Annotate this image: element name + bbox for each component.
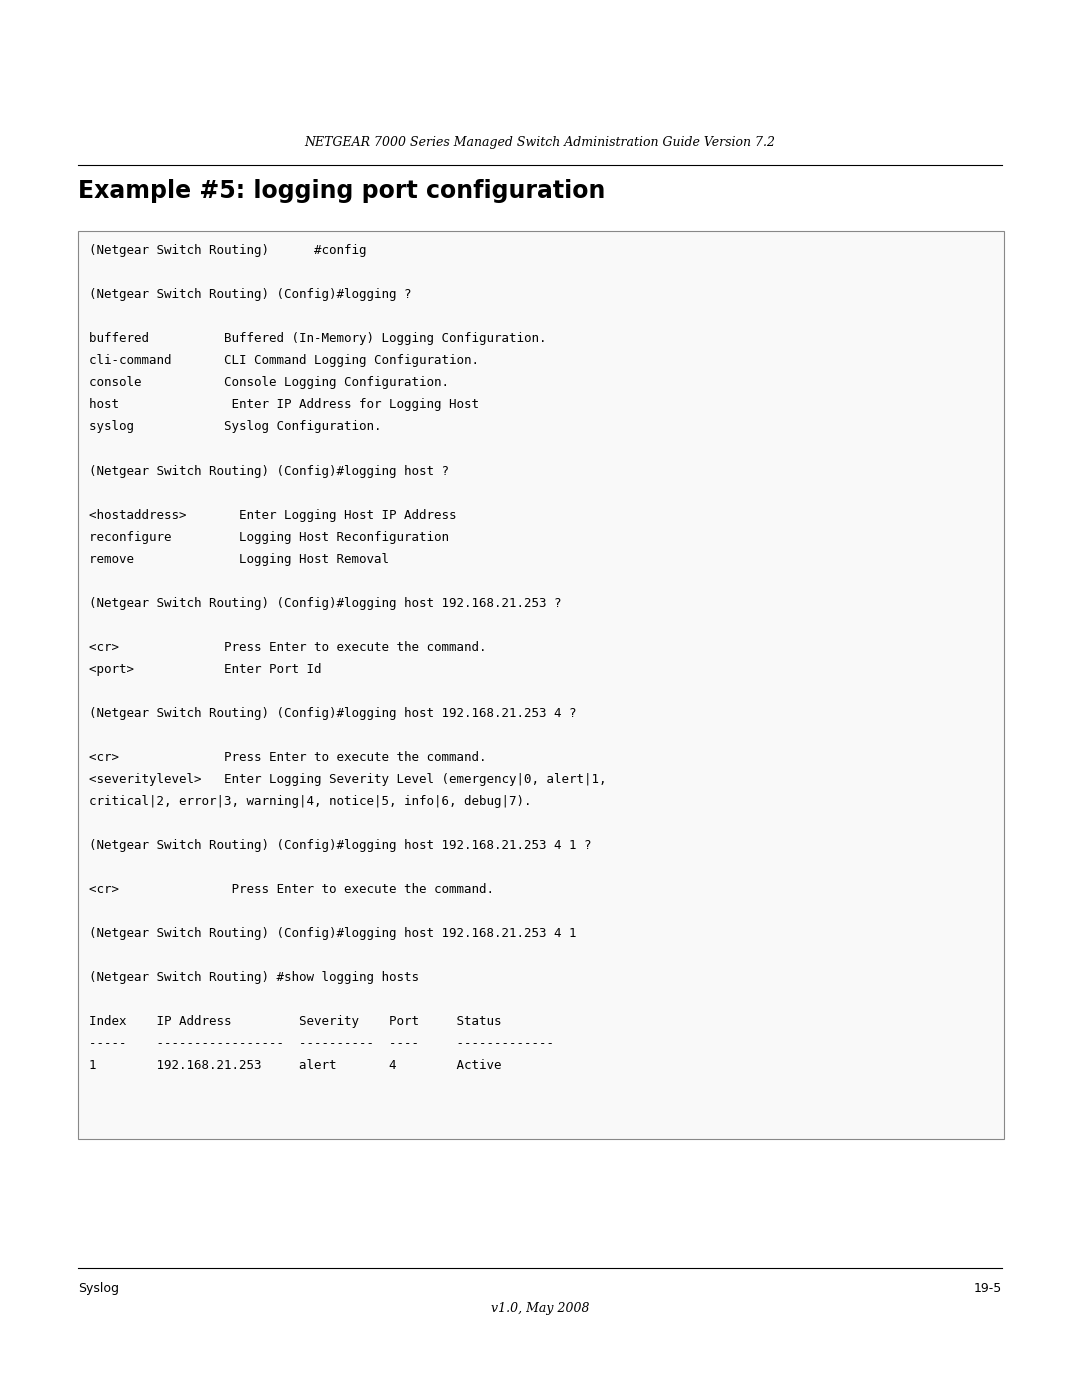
Text: remove              Logging Host Removal: remove Logging Host Removal bbox=[89, 553, 389, 566]
Text: buffered          Buffered (In-Memory) Logging Configuration.: buffered Buffered (In-Memory) Logging Co… bbox=[89, 332, 546, 345]
Bar bbox=[78, 231, 1004, 1139]
Text: critical|2, error|3, warning|4, notice|5, info|6, debug|7).: critical|2, error|3, warning|4, notice|5… bbox=[89, 795, 531, 807]
Text: reconfigure         Logging Host Reconfiguration: reconfigure Logging Host Reconfiguration bbox=[89, 531, 448, 543]
Text: (Netgear Switch Routing) (Config)#logging host 192.168.21.253 4 ?: (Netgear Switch Routing) (Config)#loggin… bbox=[89, 707, 576, 719]
Text: (Netgear Switch Routing) (Config)#logging host ?: (Netgear Switch Routing) (Config)#loggin… bbox=[89, 464, 448, 478]
Text: (Netgear Switch Routing) #show logging hosts: (Netgear Switch Routing) #show logging h… bbox=[89, 971, 419, 983]
Text: Index    IP Address         Severity    Port     Status: Index IP Address Severity Port Status bbox=[89, 1014, 501, 1028]
Text: (Netgear Switch Routing) (Config)#logging host 192.168.21.253 4 1: (Netgear Switch Routing) (Config)#loggin… bbox=[89, 926, 576, 940]
Text: 19-5: 19-5 bbox=[974, 1282, 1002, 1295]
Text: <cr>              Press Enter to execute the command.: <cr> Press Enter to execute the command. bbox=[89, 640, 486, 654]
Text: <cr>              Press Enter to execute the command.: <cr> Press Enter to execute the command. bbox=[89, 750, 486, 764]
Text: <severitylevel>   Enter Logging Severity Level (emergency|0, alert|1,: <severitylevel> Enter Logging Severity L… bbox=[89, 773, 606, 785]
Text: (Netgear Switch Routing) (Config)#logging ?: (Netgear Switch Routing) (Config)#loggin… bbox=[89, 289, 411, 302]
Text: host               Enter IP Address for Logging Host: host Enter IP Address for Logging Host bbox=[89, 398, 478, 412]
Text: (Netgear Switch Routing) (Config)#logging host 192.168.21.253 ?: (Netgear Switch Routing) (Config)#loggin… bbox=[89, 597, 562, 609]
Text: v1.0, May 2008: v1.0, May 2008 bbox=[490, 1302, 590, 1315]
Text: (Netgear Switch Routing)      #config: (Netgear Switch Routing) #config bbox=[89, 244, 366, 257]
Text: Syslog: Syslog bbox=[78, 1282, 119, 1295]
Text: Example #5: logging port configuration: Example #5: logging port configuration bbox=[78, 179, 605, 203]
Text: <hostaddress>       Enter Logging Host IP Address: <hostaddress> Enter Logging Host IP Addr… bbox=[89, 509, 456, 521]
Text: 1        192.168.21.253     alert       4        Active: 1 192.168.21.253 alert 4 Active bbox=[89, 1059, 501, 1071]
Text: -----    -----------------  ----------  ----     -------------: ----- ----------------- ---------- ---- … bbox=[89, 1037, 554, 1049]
Text: syslog            Syslog Configuration.: syslog Syslog Configuration. bbox=[89, 420, 381, 433]
Text: (Netgear Switch Routing) (Config)#logging host 192.168.21.253 4 1 ?: (Netgear Switch Routing) (Config)#loggin… bbox=[89, 838, 591, 852]
Text: <port>            Enter Port Id: <port> Enter Port Id bbox=[89, 662, 321, 676]
Text: console           Console Logging Configuration.: console Console Logging Configuration. bbox=[89, 377, 448, 390]
Text: cli-command       CLI Command Logging Configuration.: cli-command CLI Command Logging Configur… bbox=[89, 355, 478, 367]
Text: <cr>               Press Enter to execute the command.: <cr> Press Enter to execute the command. bbox=[89, 883, 494, 895]
Text: NETGEAR 7000 Series Managed Switch Administration Guide Version 7.2: NETGEAR 7000 Series Managed Switch Admin… bbox=[305, 137, 775, 149]
